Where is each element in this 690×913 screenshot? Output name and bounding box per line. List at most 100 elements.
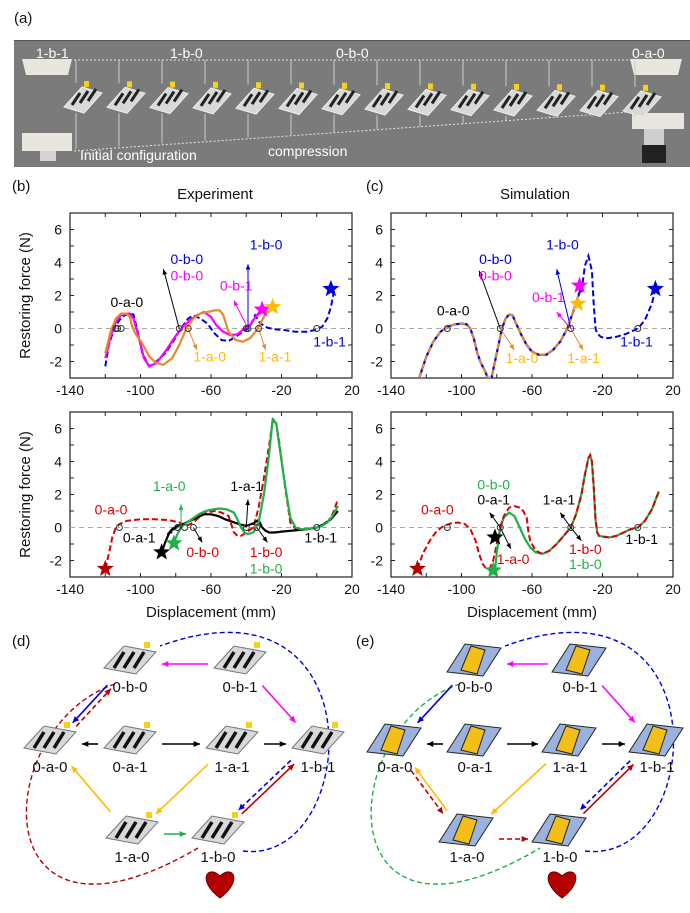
marker-icon xyxy=(146,812,152,818)
arrow-head xyxy=(531,740,538,748)
transition-loop-arrow xyxy=(159,631,330,853)
y-tick-label: 0 xyxy=(54,321,62,337)
origami-stripe xyxy=(124,821,138,839)
state-label: 0-a-1 xyxy=(457,759,492,776)
origami-yellow-face xyxy=(460,725,486,755)
state-label: 0-b-0 xyxy=(457,679,492,696)
x-tick-label: -60 xyxy=(201,382,221,398)
photo-caption-initial: Initial configuration xyxy=(80,147,197,163)
marker xyxy=(557,84,562,91)
equilibrium-point xyxy=(634,325,642,332)
state-node-1-b-0: 1-b-0 xyxy=(191,812,245,866)
marker-icon xyxy=(144,722,150,728)
origami-stripe xyxy=(222,651,236,669)
state-label: 1-b-0 xyxy=(569,541,602,557)
state-label: 0-a-1 xyxy=(112,759,147,776)
y-tick-label: 2 xyxy=(54,487,62,503)
origami-stripe xyxy=(242,93,254,108)
arrow-head xyxy=(262,536,268,543)
star-marker-magenta xyxy=(253,300,271,317)
arrow-head xyxy=(162,269,168,276)
origami-unit-icon xyxy=(438,813,494,847)
origami-stripe xyxy=(129,88,141,103)
panel-label-e: (e) xyxy=(356,633,375,650)
state-label: 0-a-0 xyxy=(32,759,67,776)
origami-unit-icon xyxy=(446,723,502,757)
arrow-head xyxy=(489,512,495,519)
top-right-clamp xyxy=(630,59,682,75)
star-marker-darkred xyxy=(408,559,426,576)
transition-loop-arrow xyxy=(504,631,675,853)
arrow-head xyxy=(580,803,587,810)
star-marker-black xyxy=(486,528,504,545)
right-stage xyxy=(644,129,664,149)
x-tick-label: -100 xyxy=(126,382,154,398)
origami-stripe xyxy=(586,95,598,110)
arrow-head xyxy=(555,269,561,276)
origami-stripe xyxy=(422,92,434,107)
state-label: 0-b-0 xyxy=(186,544,219,560)
star-marker-blue xyxy=(646,279,664,297)
star-marker-blue xyxy=(322,279,340,297)
transition-arrow xyxy=(601,685,636,723)
y-tick-label: 6 xyxy=(54,222,62,238)
origami-stripe xyxy=(559,91,571,106)
y-tick-label: 2 xyxy=(375,288,383,304)
origami-stripe xyxy=(156,92,168,107)
origami-stripe xyxy=(516,91,528,105)
origami-stripe xyxy=(344,89,356,104)
series-line-orange xyxy=(418,303,578,378)
equilibrium-point xyxy=(253,524,261,531)
x-tick-label: -20 xyxy=(271,382,291,398)
state-label: 1-a-0 xyxy=(114,849,149,866)
state-node-0-b-1: 0-b-1 xyxy=(213,642,267,696)
arrow-head xyxy=(618,740,625,748)
origami-stripe xyxy=(258,89,270,104)
marker xyxy=(471,83,476,90)
annotation-arrow xyxy=(556,268,572,329)
y-axis-label: Restoring force (N) xyxy=(17,431,34,558)
marker xyxy=(342,82,347,89)
origami-unit-icon xyxy=(103,645,157,675)
origami-stripe xyxy=(134,821,148,839)
origami-stripe xyxy=(457,94,469,109)
x-tick-label: -100 xyxy=(447,581,475,597)
origami-yellow-face xyxy=(545,815,571,845)
series-line-blue xyxy=(104,288,336,368)
state-label: 1-b-0 xyxy=(546,236,579,252)
series-group xyxy=(104,288,336,368)
state-label: 0-b-0 xyxy=(170,268,203,284)
state-node-0-a-0: 0-a-0 xyxy=(366,723,422,776)
bottom-right-clamp xyxy=(632,113,684,129)
x-axis-label: Displacement (mm) xyxy=(467,604,597,621)
marker-icon xyxy=(254,642,260,648)
state-label: 1-a-0 xyxy=(497,551,530,567)
transition-arrow xyxy=(237,759,292,811)
y-tick-label: 6 xyxy=(375,421,383,437)
arrow-head xyxy=(82,740,89,748)
x-tick-label: -20 xyxy=(271,581,291,597)
marker xyxy=(127,81,132,88)
state-node-1-b-0: 1-b-0 xyxy=(531,813,587,866)
arrow-head xyxy=(436,806,444,814)
equilibrium-point xyxy=(313,524,321,531)
photo-state-label: 1-b-0 xyxy=(170,45,203,61)
state-label: 0-b-0 xyxy=(112,679,147,696)
state-label: 0-a-1 xyxy=(123,529,156,545)
y-tick-label: 2 xyxy=(375,487,383,503)
origami-stripe xyxy=(310,731,324,749)
arrow-head xyxy=(261,343,267,350)
origami-stripe xyxy=(122,651,136,669)
y-tick-label: -2 xyxy=(50,553,63,569)
state-label: 0-a-0 xyxy=(437,302,470,318)
state-label: 1-a-0 xyxy=(193,349,226,365)
state-node-1-a-1: 1-a-1 xyxy=(541,723,597,776)
transition-arrow xyxy=(410,770,444,815)
star-marker-green xyxy=(165,534,183,551)
origami-yellow-face xyxy=(460,645,486,675)
arrow-head xyxy=(287,764,295,771)
y-tick-label: 6 xyxy=(375,222,383,238)
origami-stripe xyxy=(328,93,340,108)
y-tick-label: 4 xyxy=(375,255,383,271)
